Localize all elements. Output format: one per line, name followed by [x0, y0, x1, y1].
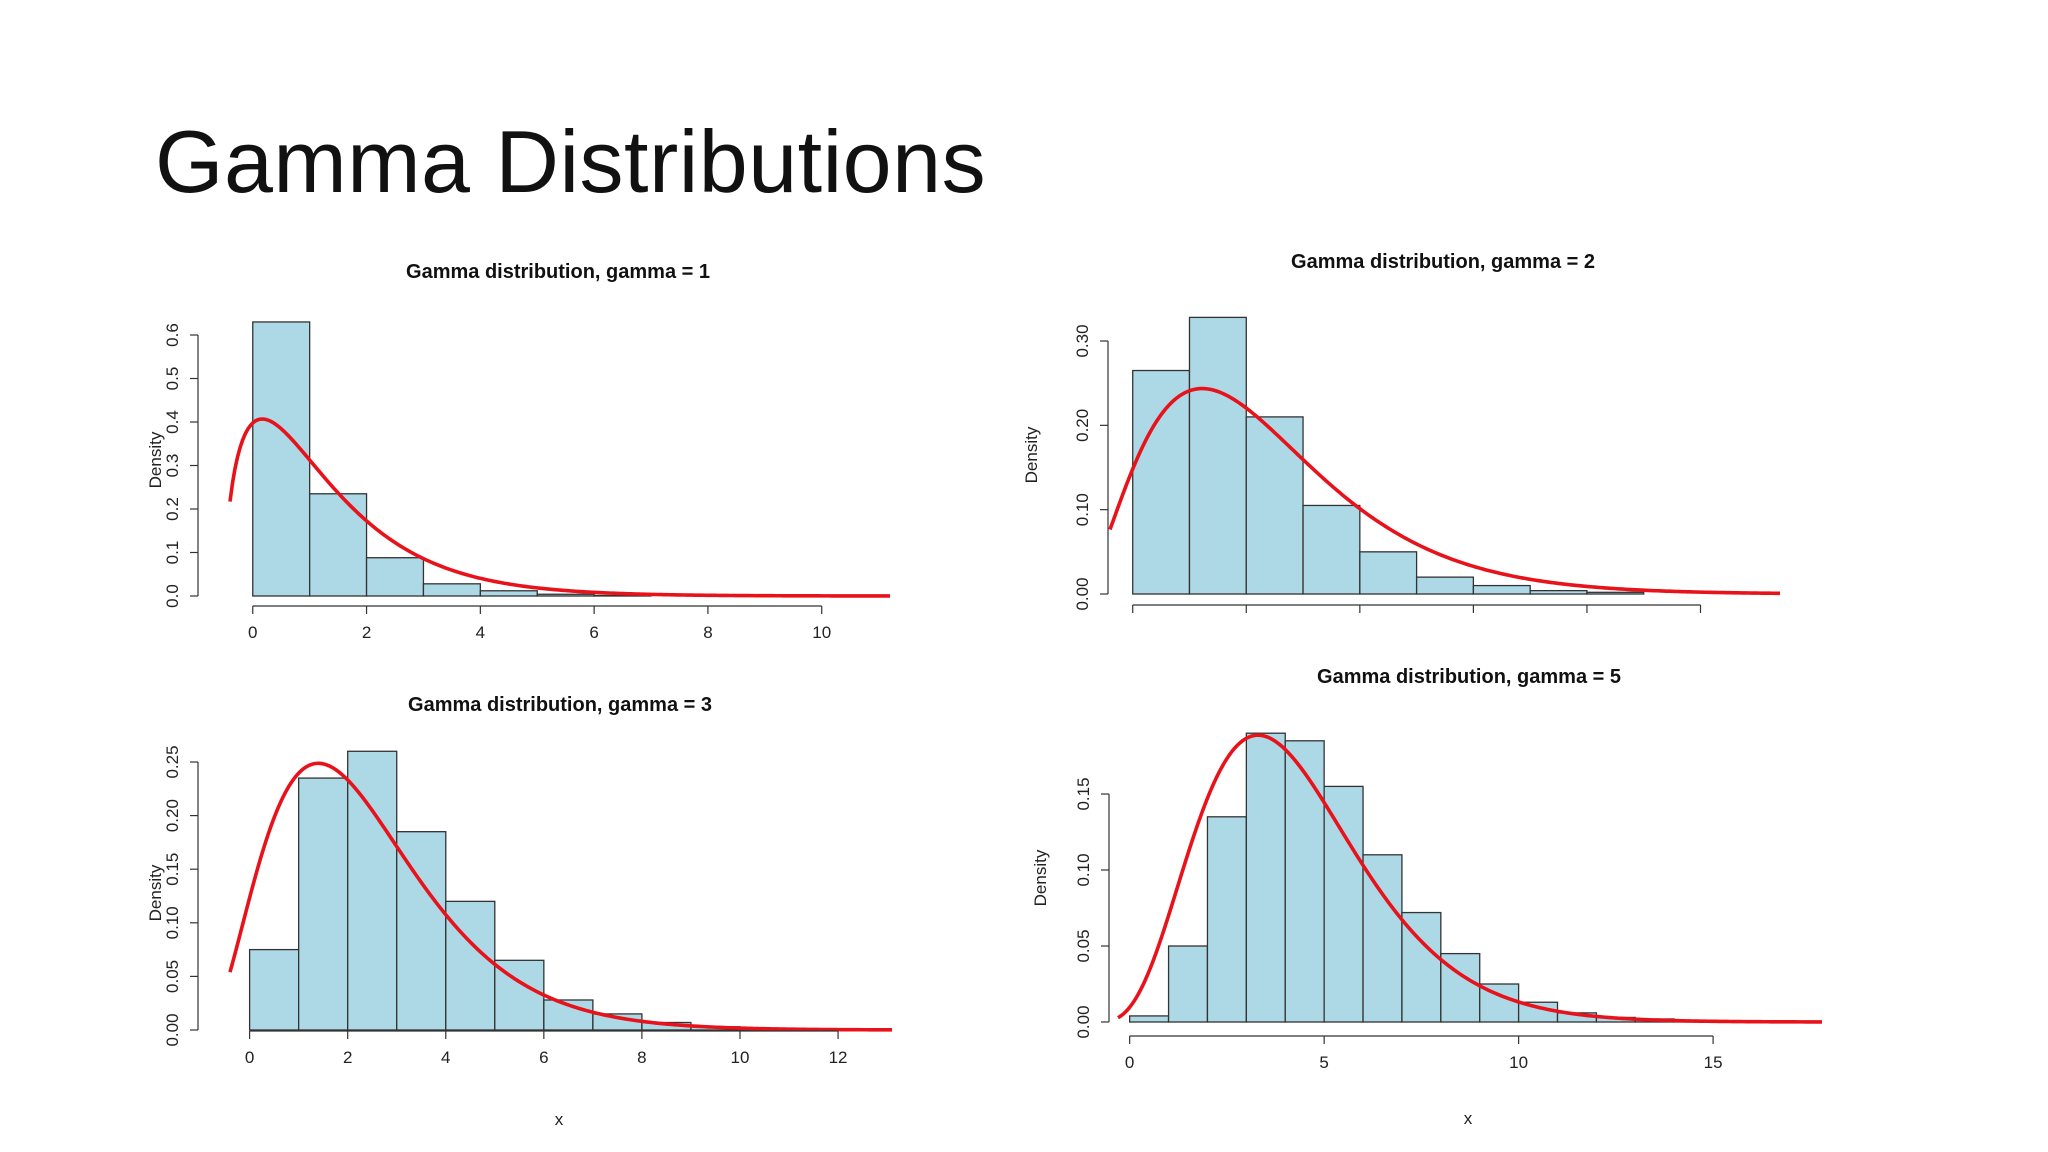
- y-tick-label: 0.15: [163, 853, 182, 886]
- x-axis: 0 2 4 6 8 10: [248, 605, 831, 642]
- histogram-bar: [1472, 584, 1531, 595]
- x-tick-label: 6: [539, 1048, 548, 1067]
- histogram-bar: [396, 831, 447, 1031]
- x-tick-label: 10: [731, 1048, 750, 1067]
- y-axis: 0.0 0.1 0.2 0.3 0.4 0.5 0.6: [163, 323, 199, 608]
- y-tick-label: 0.05: [163, 960, 182, 993]
- x-tick-label: 10: [1509, 1053, 1528, 1072]
- histogram-bar: [248, 948, 300, 1031]
- histogram-bar: [1415, 576, 1475, 595]
- x-tick-label: 2: [362, 623, 371, 642]
- y-axis-label: Density: [1031, 849, 1050, 906]
- histogram-bars: [1129, 732, 1714, 1023]
- histogram-bar: [1401, 911, 1442, 1023]
- histogram-bar: [252, 321, 311, 597]
- y-axis: 0.00 0.05 0.10 0.15 0.20 0.25: [163, 745, 199, 1047]
- histogram-bar: [1188, 316, 1247, 595]
- histogram-bar: [1129, 1015, 1170, 1023]
- x-tick-label: 2: [343, 1048, 352, 1067]
- histogram-bars: [252, 321, 652, 597]
- x-tick-label: 0: [1125, 1053, 1134, 1072]
- x-tick-label: 0: [245, 1048, 254, 1067]
- x-tick-label: 6: [589, 623, 598, 642]
- y-axis: 0.00 0.10 0.20 0.30: [1073, 324, 1109, 611]
- histogram-bar: [445, 900, 496, 1031]
- histogram-bar: [347, 750, 398, 1031]
- chart-title: Gamma distribution, gamma = 2: [1291, 251, 1595, 273]
- histogram-bar: [1359, 551, 1418, 595]
- histogram-bar: [1323, 785, 1364, 1023]
- x-tick-label: 5: [1319, 1053, 1328, 1072]
- y-tick-label: 0.5: [163, 367, 182, 391]
- histogram-bar: [1167, 945, 1209, 1023]
- x-axis: 0 5 10 15: [1125, 1035, 1723, 1072]
- histogram-bar: [1245, 416, 1304, 595]
- histogram-bar: [298, 777, 349, 1031]
- y-tick-label: 0.20: [1073, 409, 1092, 442]
- y-axis-label: Density: [146, 864, 165, 921]
- histogram-bar: [365, 557, 425, 597]
- y-tick-label: 0.05: [1074, 929, 1093, 962]
- histogram-bar: [1245, 732, 1286, 1023]
- x-axis: [1132, 604, 1702, 613]
- y-tick-label: 0.10: [163, 906, 182, 939]
- y-tick-label: 0.00: [1073, 577, 1092, 610]
- histogram-bars: [248, 750, 790, 1031]
- y-tick-label: 0.4: [163, 410, 182, 434]
- x-tick-label: 4: [441, 1048, 450, 1067]
- y-tick-label: 0.1: [163, 541, 182, 565]
- slide-title: Gamma Distributions: [155, 112, 987, 211]
- y-axis-label: Density: [146, 431, 165, 488]
- histogram-bar: [479, 590, 538, 597]
- histogram-bar: [1284, 740, 1325, 1023]
- histogram-bar: [309, 493, 368, 597]
- x-axis-label: x: [555, 1110, 564, 1129]
- y-tick-label: 0.20: [163, 799, 182, 832]
- x-tick-label: 10: [812, 623, 831, 642]
- y-tick-label: 0.0: [163, 584, 182, 608]
- y-axis: 0.00 0.05 0.10 0.15: [1074, 777, 1110, 1039]
- y-tick-label: 0.10: [1073, 493, 1092, 526]
- histogram-bar: [422, 583, 481, 597]
- y-tick-label: 0.2: [163, 497, 182, 521]
- x-tick-label: 8: [703, 623, 712, 642]
- density-curve: [1108, 386, 1781, 596]
- x-tick-label: 0: [248, 623, 257, 642]
- y-tick-label: 0.30: [1073, 324, 1092, 357]
- histogram-bar: [1132, 369, 1191, 595]
- y-tick-label: 0.10: [1074, 853, 1093, 886]
- x-tick-label: 8: [637, 1048, 646, 1067]
- y-tick-label: 0.00: [163, 1013, 182, 1046]
- y-tick-label: 0.3: [163, 454, 182, 478]
- chart-gamma-2: Gamma distribution, gamma = 2 Density 0.…: [1022, 251, 1781, 613]
- y-tick-label: 0.00: [1074, 1005, 1093, 1038]
- x-tick-label: 15: [1704, 1053, 1723, 1072]
- y-tick-label: 0.25: [163, 745, 182, 778]
- x-tick-label: 12: [829, 1048, 848, 1067]
- density-curve: [228, 417, 890, 598]
- density-curve: [1117, 733, 1823, 1024]
- histogram-bar: [1586, 591, 1645, 595]
- histogram-bar: [536, 593, 595, 597]
- chart-gamma-1: Gamma distribution, gamma = 1 Density 0.…: [146, 261, 890, 642]
- histogram-bar: [1302, 504, 1361, 595]
- chart-gamma-5: Gamma distribution, gamma = 5 Density x …: [1031, 666, 1823, 1128]
- x-tick-label: 4: [476, 623, 485, 642]
- x-axis: 0 2 4 6 8 10 12: [245, 1030, 848, 1067]
- y-axis-label: Density: [1022, 426, 1041, 483]
- density-curve: [228, 761, 892, 1032]
- histogram-bar: [1206, 816, 1248, 1023]
- histogram-bar: [1362, 854, 1403, 1023]
- y-tick-label: 0.6: [163, 323, 182, 347]
- chart-gamma-3: Gamma distribution, gamma = 3 Density x …: [146, 694, 892, 1129]
- histogram-bars: [1132, 316, 1645, 595]
- histogram-bar: [1529, 589, 1588, 595]
- chart-title: Gamma distribution, gamma = 5: [1317, 666, 1621, 688]
- x-axis-label: x: [1464, 1109, 1473, 1128]
- chart-title: Gamma distribution, gamma = 3: [408, 694, 712, 716]
- chart-title: Gamma distribution, gamma = 1: [406, 261, 710, 283]
- y-tick-label: 0.15: [1074, 777, 1093, 810]
